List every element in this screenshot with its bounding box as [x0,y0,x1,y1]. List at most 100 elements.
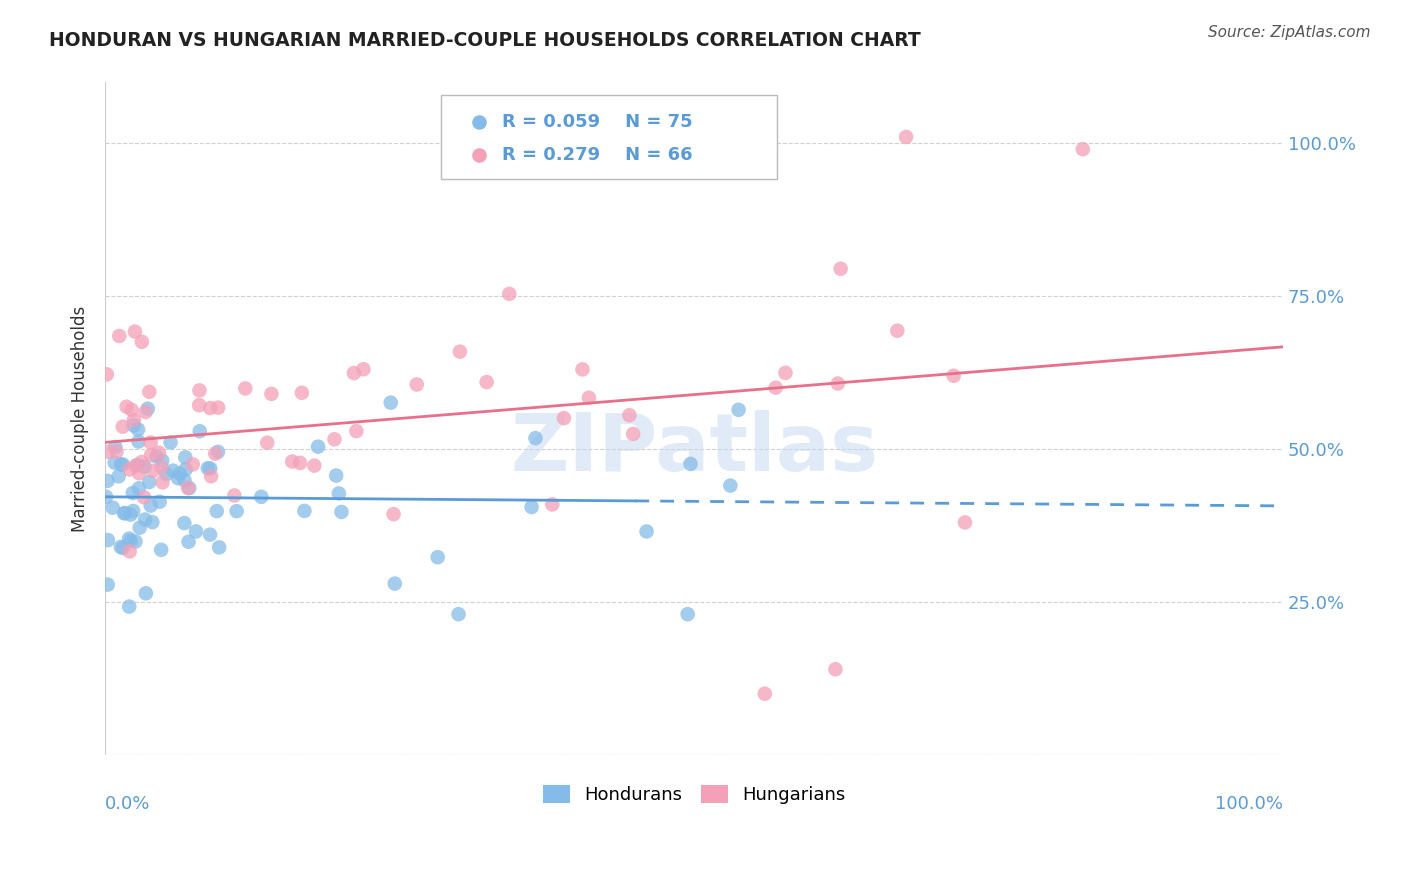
Text: ZIPatlas: ZIPatlas [510,409,879,488]
Text: Source: ZipAtlas.com: Source: ZipAtlas.com [1208,25,1371,40]
Point [96,368,118,382]
Point [97,577,120,591]
Point [304,458,326,473]
Point [104,440,127,454]
Point [294,504,316,518]
Point [174,462,197,476]
Point [541,497,564,511]
Point [775,366,797,380]
Point [96,474,118,488]
Point [571,362,593,376]
Point [159,435,181,450]
Point [101,500,124,515]
Point [105,445,128,459]
Point [188,384,211,398]
Point [475,375,498,389]
Point [886,324,908,338]
Point [553,411,575,425]
Point [136,401,159,416]
Text: R = 0.059    N = 75: R = 0.059 N = 75 [502,113,693,131]
Point [132,491,155,505]
Point [139,435,162,450]
Point [578,391,600,405]
Point [177,534,200,549]
Point [636,524,658,539]
Point [124,534,146,549]
Text: R = 0.279    N = 66: R = 0.279 N = 66 [502,146,693,164]
Point [115,400,138,414]
Point [122,413,145,427]
Point [122,504,145,518]
Point [288,456,311,470]
Point [121,486,143,500]
Point [110,458,132,472]
Point [382,507,405,521]
Point [97,533,120,547]
Point [198,401,221,416]
Point [256,435,278,450]
Point [352,362,374,376]
Point [139,448,162,462]
Point [120,533,142,548]
Point [150,453,173,467]
Text: HONDURAN VS HUNGARIAN MARRIED-COUPLE HOUSEHOLDS CORRELATION CHART: HONDURAN VS HUNGARIAN MARRIED-COUPLE HOU… [49,31,921,50]
Point [344,424,367,438]
Point [188,398,211,412]
Point [447,607,470,622]
Point [167,471,190,485]
Point [325,468,347,483]
Point [122,418,145,433]
Point [426,550,449,565]
Point [894,130,917,145]
Point [173,516,195,530]
Point [942,368,965,383]
Point [520,500,543,514]
Point [200,469,222,483]
Point [128,521,150,535]
Point [155,467,177,481]
Point [111,458,134,472]
Point [291,385,314,400]
Point [224,488,246,502]
Point [827,376,849,391]
Point [131,334,153,349]
Point [754,687,776,701]
Point [174,450,197,465]
Point [281,454,304,468]
Point [118,544,141,558]
Point [131,455,153,469]
Point [200,461,222,475]
Point [128,481,150,495]
Legend: Hondurans, Hungarians: Hondurans, Hungarians [534,776,855,814]
Point [498,286,520,301]
Point [118,599,141,614]
Point [97,444,120,458]
Point [135,405,157,419]
Point [124,325,146,339]
Point [197,461,219,475]
Point [467,172,489,186]
Point [145,450,167,464]
Point [134,459,156,474]
Text: 0.0%: 0.0% [105,796,150,814]
Point [198,527,221,541]
Point [250,490,273,504]
Point [524,431,547,445]
Point [150,460,173,475]
Point [121,403,143,417]
Point [824,662,846,676]
Point [328,486,350,500]
Point [467,202,489,217]
Point [679,457,702,471]
Point [111,541,134,555]
Point [323,433,346,447]
Point [205,504,228,518]
Point [204,447,226,461]
Point [141,515,163,529]
Point [169,467,191,481]
Point [142,464,165,478]
Point [207,445,229,459]
Point [139,499,162,513]
Point [177,481,200,495]
Point [449,344,471,359]
